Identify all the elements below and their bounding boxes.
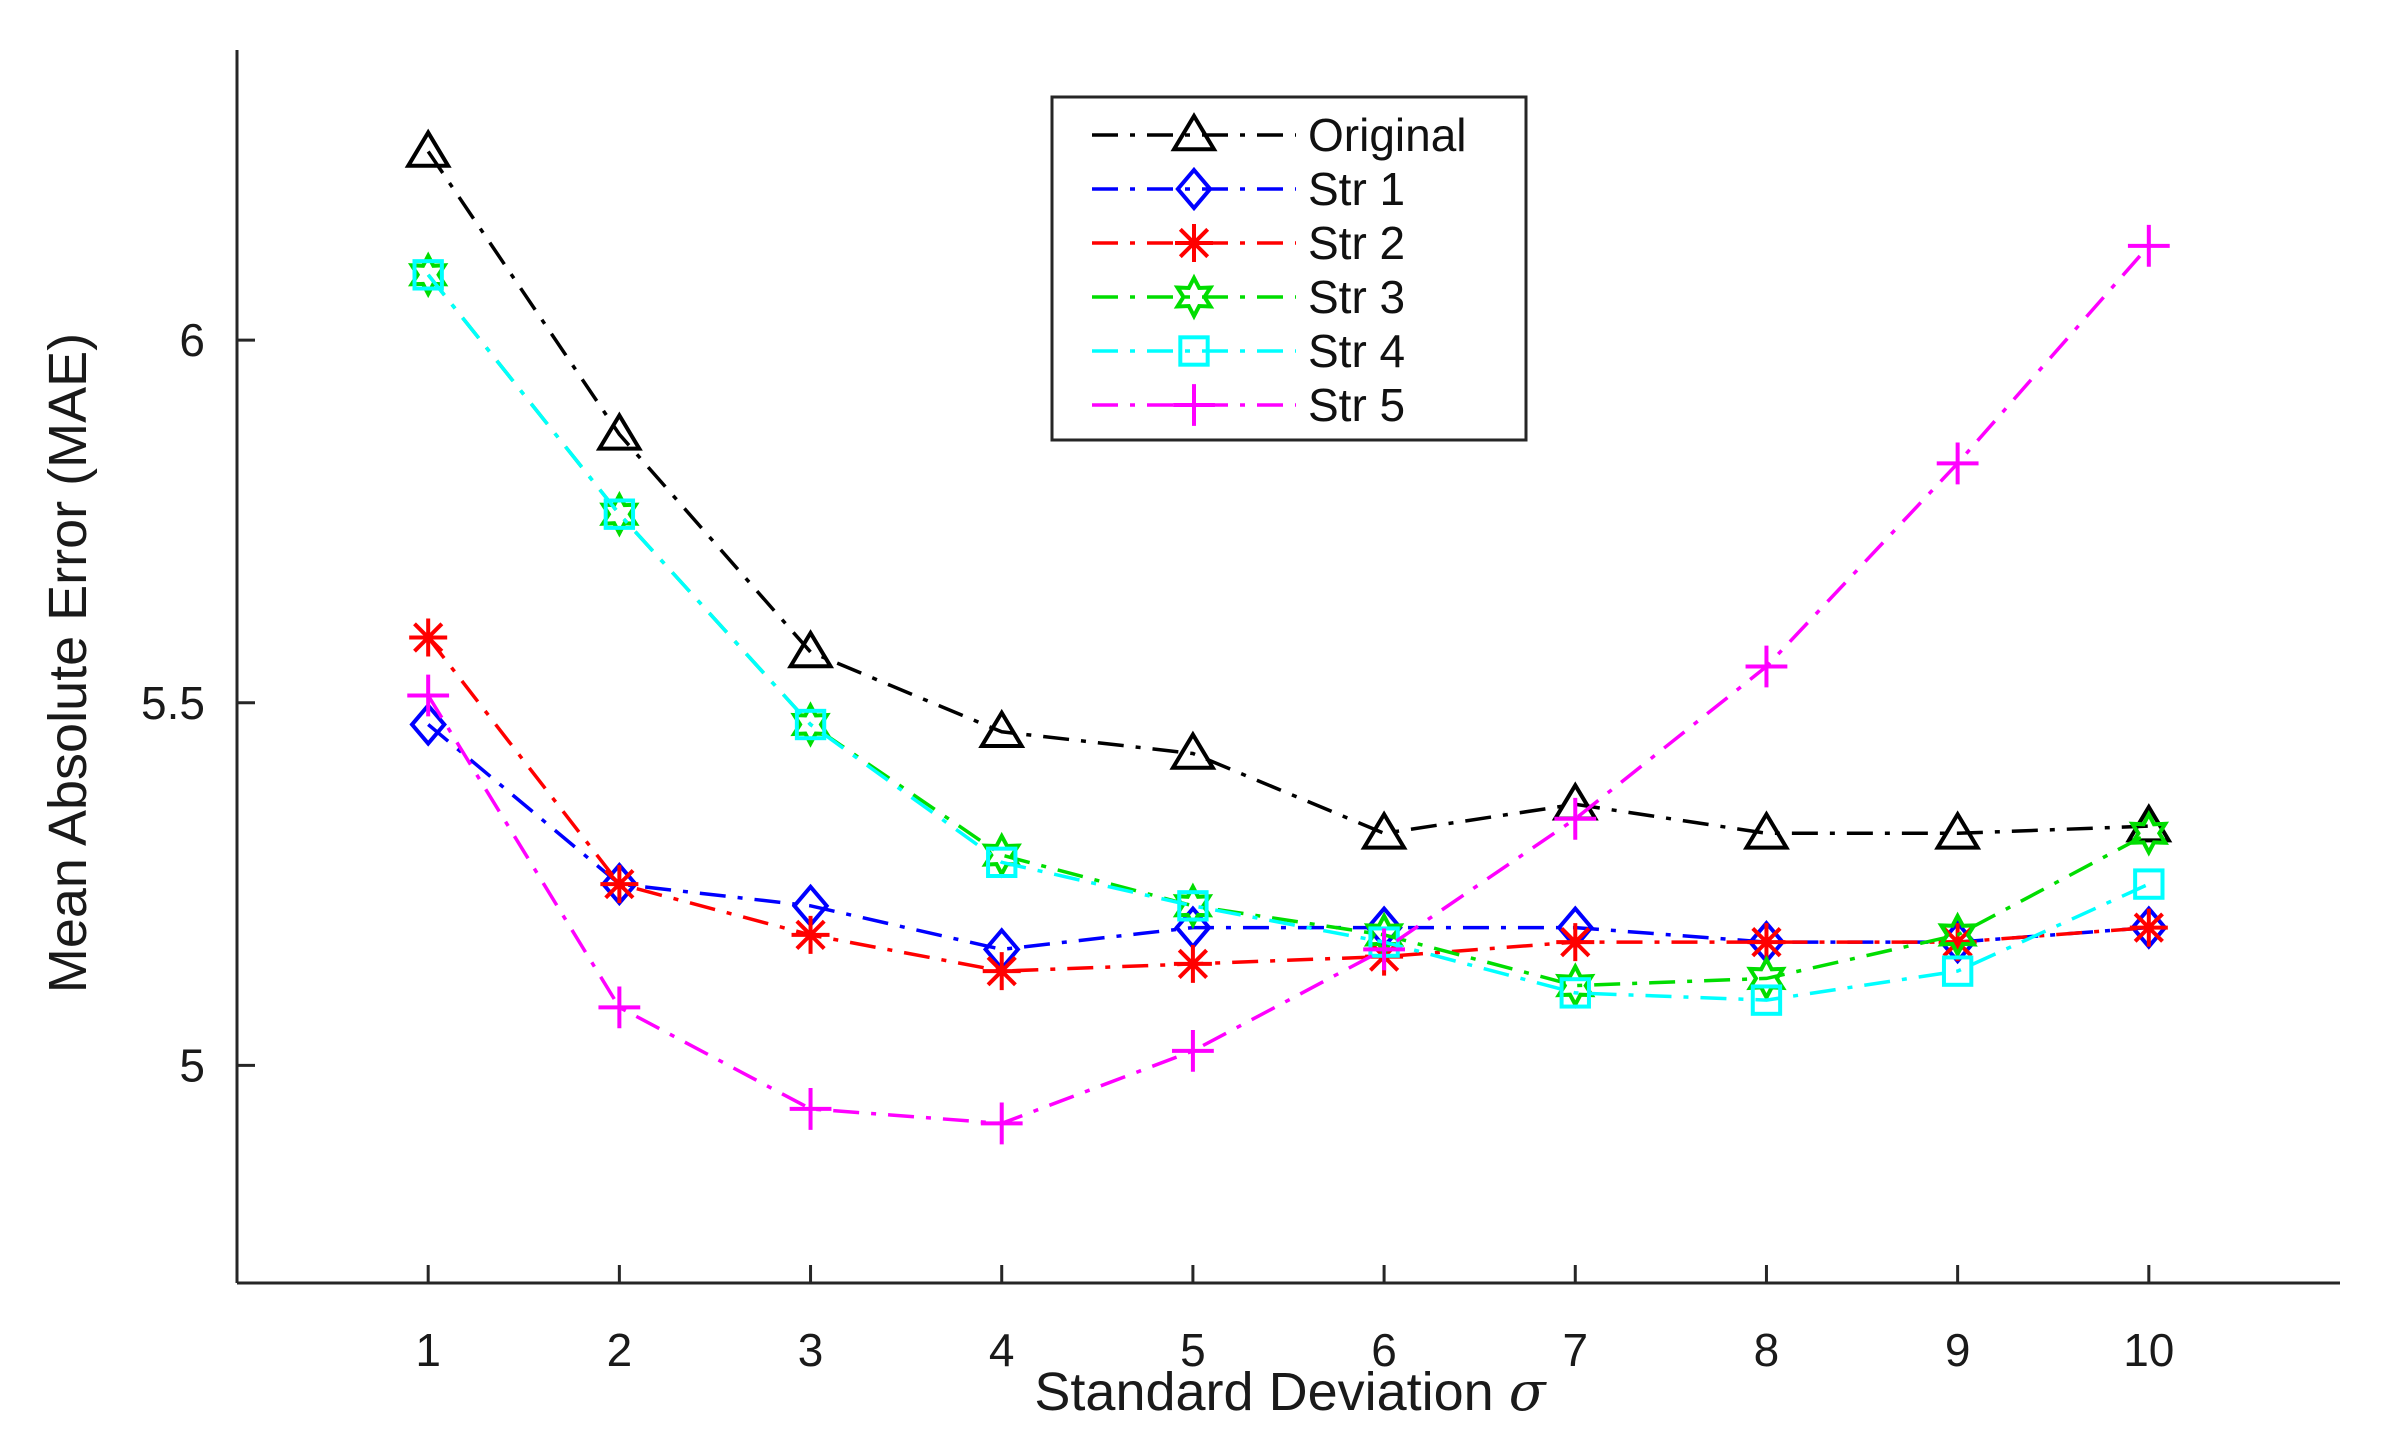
legend-label: Str 5	[1308, 379, 1405, 431]
plus-marker	[1936, 442, 1979, 485]
x-tick-label: 8	[1754, 1324, 1780, 1376]
asterisk-marker	[1175, 224, 1213, 262]
hexagram-marker	[599, 490, 640, 538]
legend-entry: Str 4	[1092, 325, 1405, 377]
hexagram-marker	[790, 701, 831, 748]
triangle-marker	[1934, 810, 1982, 850]
plus-marker	[2127, 224, 2170, 267]
y-tick-label: 6	[179, 314, 205, 366]
plus-marker	[1554, 797, 1597, 840]
hexagram-marker	[2128, 809, 2170, 857]
x-tick-label: 6	[1371, 1324, 1397, 1376]
triangle-marker	[404, 128, 452, 168]
plus-marker	[1172, 1030, 1214, 1072]
x-tick-label: 9	[1945, 1324, 1971, 1376]
asterisk-marker	[982, 952, 1021, 991]
square-marker	[1750, 984, 1783, 1016]
triangle-marker	[787, 629, 835, 669]
square-marker	[1177, 890, 1209, 922]
x-tick-label: 7	[1562, 1324, 1588, 1376]
series-line	[426, 273, 2150, 1002]
series-line	[426, 244, 2151, 1126]
x-tick-label: 3	[798, 1324, 824, 1376]
hexagram-marker	[1937, 911, 1978, 959]
triangle-marker	[1360, 810, 1408, 850]
asterisk-marker	[2129, 908, 2168, 947]
legend-entry: Str 2	[1092, 217, 1405, 269]
asterisk-marker	[409, 618, 448, 657]
legend-label: Str 2	[1308, 217, 1405, 269]
legend-entry: Original	[1092, 109, 1467, 161]
triangle-marker	[1742, 810, 1790, 850]
legend-label: Str 1	[1308, 163, 1405, 215]
triangle-marker	[978, 708, 1026, 749]
triangle-marker	[1169, 730, 1217, 770]
plus-marker	[789, 1088, 832, 1130]
plus-marker	[407, 674, 450, 717]
square-marker	[2133, 868, 2165, 900]
triangle-marker	[595, 411, 643, 451]
square-marker	[603, 498, 636, 530]
hexagram-marker	[1172, 882, 1214, 930]
x-tick-label: 1	[415, 1324, 441, 1376]
series-line	[426, 636, 2149, 973]
hexagram-marker	[1173, 273, 1215, 321]
legend-entry: Str 1	[1092, 163, 1405, 215]
legend-label: Str 3	[1308, 271, 1405, 323]
x-tick-label: 5	[1180, 1324, 1206, 1376]
asterisk-marker	[1556, 923, 1595, 962]
y-axis-label: Mean Absolute Error (MAE)	[38, 333, 98, 993]
plus-marker	[1745, 645, 1788, 688]
square-marker	[1941, 955, 1974, 987]
asterisk-marker	[1747, 923, 1786, 962]
series-line	[427, 723, 2149, 952]
square-marker	[412, 259, 444, 291]
legend-box	[1050, 95, 1528, 442]
series-str-2	[409, 618, 2168, 991]
asterisk-marker	[600, 865, 639, 904]
plus-marker	[980, 1102, 1023, 1145]
x-tick-label: 2	[607, 1324, 633, 1376]
legend-label: Original	[1308, 109, 1467, 161]
series-line	[426, 150, 2149, 836]
square-marker	[1559, 977, 1591, 1009]
square-marker	[1178, 335, 1210, 367]
hexagram-marker	[1746, 955, 1787, 1002]
x-tick-label: 4	[989, 1324, 1015, 1376]
triangle-marker	[1170, 112, 1218, 152]
legend-entry: Str 5	[1092, 379, 1405, 431]
hexagram-marker	[1555, 962, 1596, 1009]
x-tick-label: 10	[2123, 1324, 2174, 1376]
legend-label: Str 4	[1308, 325, 1405, 377]
square-marker	[986, 846, 1018, 879]
diamond-marker	[1175, 166, 1213, 212]
square-marker	[794, 708, 827, 741]
asterisk-marker	[1938, 923, 1977, 962]
legend-entry: Str 3	[1092, 271, 1405, 323]
axes: 1 2 3 4 5 6 7 8 9 10 5 5.5 6	[141, 50, 2340, 1376]
series-str-1	[409, 702, 2168, 972]
plus-marker	[1173, 384, 1215, 426]
asterisk-marker	[1173, 944, 1212, 983]
y-tick-label: 5.5	[141, 677, 205, 729]
plus-marker	[598, 986, 641, 1029]
series-layer	[404, 128, 2173, 1145]
diamond-marker	[409, 702, 447, 747]
hexagram-marker	[407, 251, 449, 299]
plus-marker	[1363, 928, 1405, 971]
y-tick-label: 5	[179, 1039, 205, 1091]
x-axis-label: Standard Deviation σ	[1034, 1360, 1547, 1423]
asterisk-marker	[791, 915, 830, 954]
series-str-5	[407, 224, 2170, 1145]
